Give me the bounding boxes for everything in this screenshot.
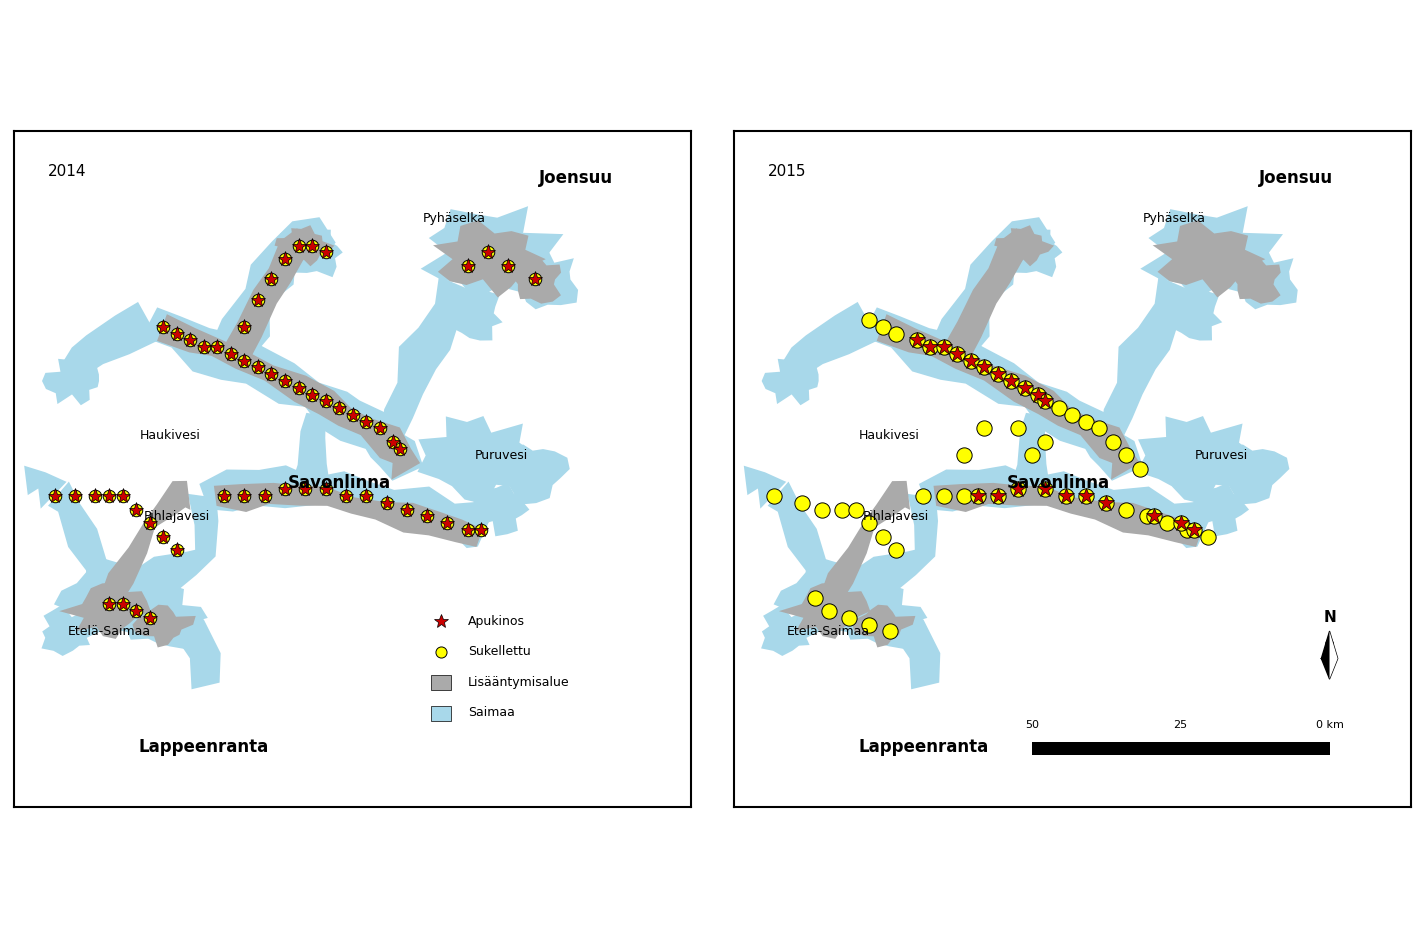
Text: 2015: 2015: [768, 164, 807, 179]
Text: 25: 25: [1174, 719, 1187, 730]
Polygon shape: [63, 302, 160, 383]
Polygon shape: [779, 582, 871, 639]
Polygon shape: [996, 221, 1063, 278]
Polygon shape: [41, 605, 101, 656]
Polygon shape: [445, 291, 503, 340]
Text: Pyhäselkä: Pyhäselkä: [423, 212, 486, 225]
Bar: [430, 675, 450, 690]
Polygon shape: [879, 603, 941, 689]
Polygon shape: [503, 258, 561, 304]
Text: Haukivesi: Haukivesi: [140, 429, 201, 442]
Polygon shape: [1102, 277, 1197, 436]
Bar: [430, 706, 450, 720]
Polygon shape: [133, 605, 195, 647]
Polygon shape: [876, 314, 1140, 479]
Polygon shape: [382, 277, 477, 436]
Polygon shape: [744, 465, 787, 508]
Text: Etelä-Saimaa: Etelä-Saimaa: [787, 625, 871, 638]
Text: Joensuu: Joensuu: [1258, 169, 1332, 187]
Polygon shape: [933, 483, 1203, 547]
Polygon shape: [291, 413, 331, 488]
Polygon shape: [761, 605, 821, 656]
Polygon shape: [224, 228, 311, 359]
Polygon shape: [932, 218, 1056, 363]
Polygon shape: [127, 584, 208, 649]
Text: Apukinos: Apukinos: [467, 614, 524, 628]
Text: Joensuu: Joensuu: [539, 169, 613, 187]
Polygon shape: [54, 557, 164, 640]
Polygon shape: [433, 220, 546, 297]
Polygon shape: [943, 228, 1030, 359]
Text: Puruvesi: Puruvesi: [475, 449, 529, 461]
Polygon shape: [200, 465, 493, 548]
Polygon shape: [862, 308, 1143, 481]
Polygon shape: [103, 494, 218, 617]
Polygon shape: [782, 302, 879, 383]
Text: Saimaa: Saimaa: [467, 706, 514, 719]
Polygon shape: [1010, 413, 1050, 488]
Text: Savonlinna: Savonlinna: [288, 474, 390, 492]
Polygon shape: [919, 465, 1213, 548]
Polygon shape: [852, 605, 915, 647]
Text: N: N: [1324, 610, 1335, 625]
Polygon shape: [818, 481, 911, 606]
Polygon shape: [774, 557, 884, 640]
Polygon shape: [98, 481, 191, 606]
Polygon shape: [418, 416, 537, 505]
Polygon shape: [995, 225, 1054, 266]
Polygon shape: [846, 584, 928, 649]
Polygon shape: [504, 249, 579, 310]
Polygon shape: [1164, 291, 1223, 340]
Text: Puruvesi: Puruvesi: [1194, 449, 1248, 461]
Polygon shape: [483, 445, 570, 505]
Text: 2014: 2014: [48, 164, 87, 179]
Polygon shape: [60, 582, 151, 639]
Polygon shape: [473, 483, 530, 537]
Polygon shape: [1153, 220, 1265, 297]
Text: 50: 50: [1025, 719, 1039, 730]
Text: Lisääntymisalue: Lisääntymisalue: [467, 675, 570, 688]
Polygon shape: [214, 483, 483, 547]
Polygon shape: [1193, 483, 1250, 537]
Polygon shape: [24, 465, 67, 508]
Polygon shape: [822, 494, 938, 617]
Text: Sukellettu: Sukellettu: [467, 645, 530, 658]
Polygon shape: [275, 225, 335, 266]
Polygon shape: [1137, 416, 1257, 505]
Text: 0 km: 0 km: [1315, 719, 1344, 730]
Text: Lappeenranta: Lappeenranta: [858, 737, 989, 755]
Polygon shape: [1140, 206, 1282, 300]
Text: Etelä-Saimaa: Etelä-Saimaa: [67, 625, 151, 638]
Text: Pihlajavesi: Pihlajavesi: [864, 510, 929, 522]
Polygon shape: [157, 314, 420, 479]
Text: Pyhäselkä: Pyhäselkä: [1143, 212, 1206, 225]
Polygon shape: [420, 206, 563, 300]
Text: Savonlinna: Savonlinna: [1007, 474, 1110, 492]
Polygon shape: [1223, 258, 1281, 304]
Polygon shape: [1203, 445, 1290, 505]
Polygon shape: [160, 603, 221, 689]
Polygon shape: [276, 221, 343, 278]
Polygon shape: [41, 359, 98, 405]
Bar: [1032, 743, 1330, 755]
Polygon shape: [1330, 631, 1338, 679]
Text: Lappeenranta: Lappeenranta: [138, 737, 269, 755]
Polygon shape: [48, 481, 127, 613]
Polygon shape: [212, 218, 336, 363]
Text: Haukivesi: Haukivesi: [859, 429, 921, 442]
Polygon shape: [768, 481, 846, 613]
Polygon shape: [1224, 249, 1298, 310]
Polygon shape: [761, 359, 818, 405]
Polygon shape: [1321, 631, 1330, 679]
Text: Pihlajavesi: Pihlajavesi: [144, 510, 209, 522]
Polygon shape: [142, 308, 423, 481]
